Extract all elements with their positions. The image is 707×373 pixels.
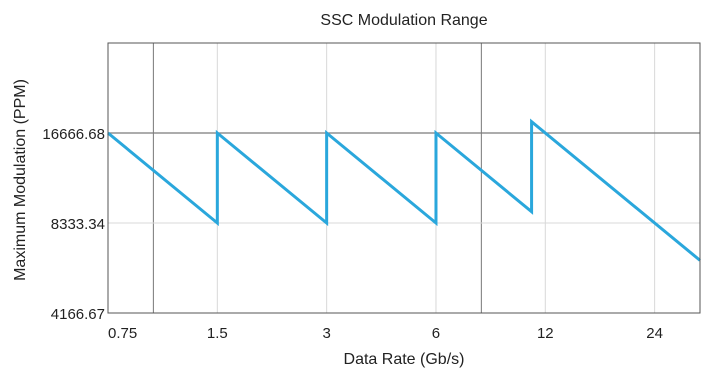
x-axis-label: Data Rate (Gb/s)	[344, 351, 465, 368]
x-tick-label: 12	[537, 325, 554, 342]
x-tick-label: 3	[322, 325, 330, 342]
y-axis-ticks: 4166.67 8333.34 16666.68	[42, 126, 105, 323]
y-tick-label: 8333.34	[51, 216, 105, 233]
x-tick-label: 1.5	[207, 325, 228, 342]
chart-title: SSC Modulation Range	[320, 12, 487, 29]
x-tick-label: 0.75	[108, 325, 137, 342]
plot-area-frame	[107, 42, 701, 314]
x-axis-ticks: 0.75 1.5 3 6 12 24	[108, 325, 663, 342]
series-line	[107, 118, 701, 262]
y-axis-label: Maximum Modulation (PPM)	[12, 79, 29, 281]
y-tick-label: 4166.67	[51, 306, 105, 323]
series-layer	[107, 118, 701, 262]
x-tick-label: 6	[432, 325, 440, 342]
y-tick-label: 16666.68	[42, 126, 105, 143]
x-tick-label: 24	[646, 325, 663, 342]
grid	[108, 43, 700, 314]
